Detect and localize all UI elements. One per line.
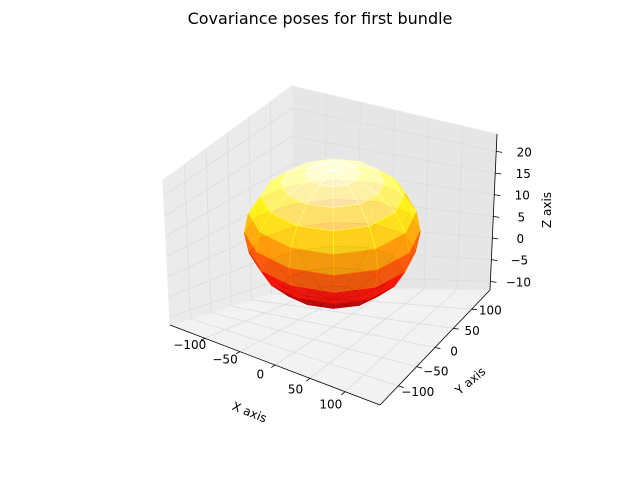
z-tick-label: 5 — [517, 210, 525, 224]
y-tick-label: 50 — [465, 324, 480, 338]
y-tick-label: 100 — [479, 304, 502, 318]
z-gridline — [164, 135, 496, 217]
z-tick-label: 10 — [515, 189, 530, 203]
z-tick-label: −5 — [511, 254, 529, 268]
y-gridline — [248, 117, 454, 329]
x-tick-label: −50 — [212, 353, 237, 367]
y-tick-mark — [398, 385, 405, 389]
z-gridline — [165, 163, 495, 237]
y-tick-mark — [416, 366, 423, 369]
z-tick-mark — [491, 259, 498, 262]
x-tick-label: 0 — [256, 368, 264, 382]
y-tick-label: −100 — [401, 385, 434, 399]
x-tick-mark — [235, 351, 241, 355]
x-tick-mark — [340, 391, 346, 396]
surface-face — [333, 269, 379, 293]
z-axis-label: Z axis — [540, 192, 554, 228]
chart-title: Covariance poses for first bundle — [188, 9, 453, 28]
y-gridline — [184, 164, 399, 387]
x-tick-mark — [270, 364, 276, 368]
z-gridline — [163, 107, 497, 197]
z-tick-mark — [490, 280, 497, 283]
z-tick-label: 20 — [517, 145, 532, 159]
z-tick-mark — [495, 172, 502, 175]
ellipsoid-surface — [244, 158, 421, 309]
y-gridline — [227, 132, 436, 348]
y-tick-mark — [434, 347, 441, 349]
z-tick-label: 0 — [517, 232, 525, 246]
z-tick-mark — [496, 150, 503, 153]
y-tick-label: −50 — [423, 365, 448, 379]
x-tick-label: 50 — [288, 383, 303, 397]
z-tick-mark — [492, 237, 499, 240]
x-tick-label: 100 — [319, 398, 342, 412]
z-axis-line — [489, 133, 498, 291]
y-tick-label: 0 — [450, 344, 458, 358]
z-tick-mark — [493, 215, 500, 218]
x-tick-label: −100 — [173, 338, 206, 352]
y-gridline — [205, 148, 417, 368]
z-tick-label: 15 — [516, 167, 531, 181]
y-tick-mark — [453, 327, 459, 330]
x-tick-mark — [200, 337, 206, 341]
z-tick-label: −10 — [506, 275, 531, 289]
x-tick-mark — [305, 378, 311, 382]
z-tick-mark — [494, 194, 501, 197]
y-gridline — [270, 101, 472, 310]
